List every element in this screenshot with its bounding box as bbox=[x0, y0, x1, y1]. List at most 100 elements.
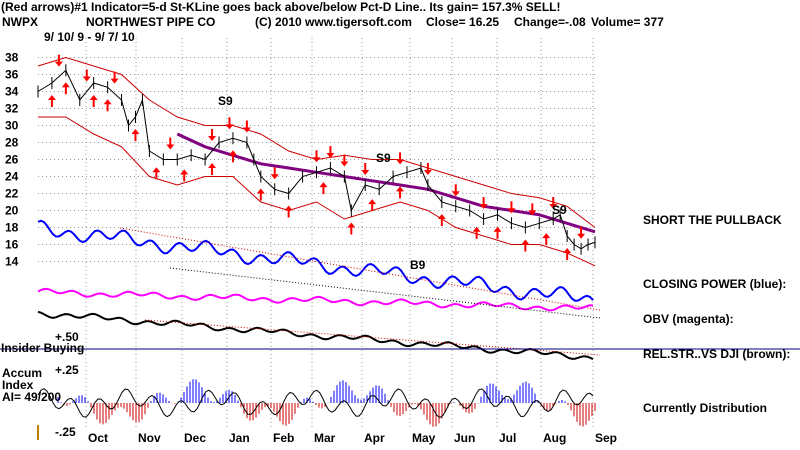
sell-arrowhead bbox=[507, 208, 516, 214]
accum-ma-line bbox=[37, 388, 594, 418]
buy-arrowhead bbox=[256, 188, 265, 194]
buy-arrowhead bbox=[493, 226, 502, 232]
buy-arrowhead bbox=[319, 182, 328, 188]
y-tick-label: 28 bbox=[5, 136, 19, 150]
sell-arrowhead bbox=[110, 78, 119, 84]
sell-arrowhead bbox=[82, 76, 91, 82]
sell-arrowhead bbox=[549, 204, 558, 209]
x-tick-label: Mar bbox=[314, 431, 336, 445]
distribution-label: Currently Distribution bbox=[643, 401, 768, 415]
sell-arrowhead bbox=[340, 161, 349, 167]
change-value: Change=-.08 bbox=[514, 15, 586, 29]
sell-arrowhead bbox=[451, 191, 460, 197]
lower-band-line bbox=[38, 116, 596, 267]
x-tick-label: May bbox=[412, 431, 436, 445]
sell-arrowhead bbox=[479, 204, 488, 209]
sell-arrowhead bbox=[225, 124, 234, 130]
relstr-label: REL.STR..VS DJI (brown): bbox=[643, 347, 791, 361]
buy-arrowhead bbox=[347, 222, 356, 228]
obv-label: OBV (magenta): bbox=[643, 312, 734, 326]
y-tick-label: 32 bbox=[5, 102, 19, 116]
y-tick-label: 16 bbox=[5, 238, 19, 252]
s9-annotation-1: S9 bbox=[218, 94, 233, 108]
accum-label: Accum bbox=[2, 366, 43, 380]
buy-arrowhead bbox=[542, 233, 551, 239]
buy-arrowhead bbox=[563, 248, 572, 253]
obv-line bbox=[37, 287, 594, 312]
buy-arrowhead bbox=[521, 239, 530, 245]
sell-arrowhead bbox=[312, 157, 321, 163]
sell-arrowhead bbox=[577, 233, 586, 239]
ai-value-label: AI= 49/200 bbox=[2, 390, 62, 404]
x-tick-label: Sep bbox=[595, 431, 617, 445]
closing-power-trend bbox=[119, 227, 601, 311]
plus-25-label: +.25 bbox=[55, 363, 79, 377]
b9-annotation: B9 bbox=[410, 258, 426, 272]
y-tick-label: 30 bbox=[5, 119, 19, 133]
buy-arrowhead bbox=[47, 95, 56, 100]
x-tick-label: Feb bbox=[273, 431, 294, 445]
sell-arrowhead bbox=[528, 210, 537, 216]
index-label: Index bbox=[2, 378, 34, 392]
buy-arrowhead bbox=[396, 186, 405, 192]
x-tick-label: Oct bbox=[88, 431, 108, 445]
obv-trend bbox=[169, 267, 601, 319]
sell-arrowhead bbox=[361, 170, 370, 175]
x-tick-label: Nov bbox=[138, 431, 161, 445]
y-tick-label: 14 bbox=[5, 255, 19, 269]
x-tick-label: Apr bbox=[364, 431, 385, 445]
closing-power-line bbox=[37, 219, 594, 302]
x-tick-label: Aug bbox=[543, 431, 566, 445]
price-line bbox=[37, 69, 596, 250]
closing-power-label: CLOSING POWER (blue): bbox=[643, 277, 787, 291]
y-tick-label: 34 bbox=[5, 85, 19, 99]
s9-annotation-3: S9 bbox=[552, 203, 567, 217]
buy-arrowhead bbox=[437, 214, 446, 219]
insider-buying-label: Insider Buying bbox=[1, 341, 85, 355]
buy-arrowhead bbox=[61, 82, 70, 88]
y-tick-label: 20 bbox=[5, 204, 19, 218]
relstr-trend bbox=[144, 319, 601, 356]
y-tick-label: 38 bbox=[5, 51, 19, 65]
plus-50-label: +.50 bbox=[55, 330, 79, 344]
buy-arrowhead bbox=[368, 199, 377, 205]
y-tick-label: 18 bbox=[5, 221, 19, 235]
sell-arrowhead bbox=[270, 174, 279, 180]
buy-arrowhead bbox=[472, 226, 481, 232]
sell-arrowhead bbox=[326, 153, 335, 158]
buy-arrowhead bbox=[180, 169, 189, 175]
y-tick-label: 24 bbox=[5, 170, 19, 184]
sell-arrowhead bbox=[54, 61, 63, 67]
x-tick-label: Dec bbox=[184, 431, 206, 445]
signal-arrows bbox=[47, 54, 586, 260]
relstr-line bbox=[37, 310, 594, 361]
indicator-description: (Red arrows)#1 Indicator=5-d St-KLine go… bbox=[1, 0, 561, 14]
buy-arrowhead bbox=[89, 95, 98, 100]
short-the-pullback-label: SHORT THE PULLBACK bbox=[643, 213, 782, 227]
price-series bbox=[37, 64, 596, 255]
x-tick-label: Jun bbox=[454, 431, 475, 445]
buy-arrowhead bbox=[284, 205, 293, 211]
x-tick-label: Jul bbox=[499, 431, 516, 445]
s9-annotation-2: S9 bbox=[376, 151, 391, 165]
sell-arrowhead bbox=[166, 144, 175, 150]
buy-arrowhead bbox=[152, 167, 161, 173]
close-price: Close= 16.25 bbox=[426, 15, 500, 29]
buy-arrowhead bbox=[131, 129, 140, 134]
sell-arrowhead bbox=[208, 136, 217, 141]
buy-arrowhead bbox=[228, 150, 237, 156]
copyright-text: (C) 2010 www.tigersoft.com bbox=[255, 15, 412, 29]
buy-arrowhead bbox=[208, 163, 217, 168]
buy-arrowhead bbox=[103, 99, 112, 105]
sell-arrowhead bbox=[396, 159, 405, 165]
volume-value: Volume= 377 bbox=[591, 15, 664, 29]
axes: 38 36 34 32 30 28 26 24 22 20 18 16 14 Oct Nov Dec Jan Fe… bbox=[5, 51, 617, 446]
grid-lines bbox=[38, 38, 595, 430]
company-name: NORTHWEST PIPE CO bbox=[86, 15, 216, 29]
indicator-panels bbox=[37, 219, 601, 440]
sell-arrowhead bbox=[242, 127, 251, 133]
date-range: 9/ 10/ 9 - 9/ 7/ 10 bbox=[44, 30, 135, 44]
minus-25-label: -.25 bbox=[55, 425, 76, 439]
y-tick-label: 36 bbox=[5, 68, 19, 82]
